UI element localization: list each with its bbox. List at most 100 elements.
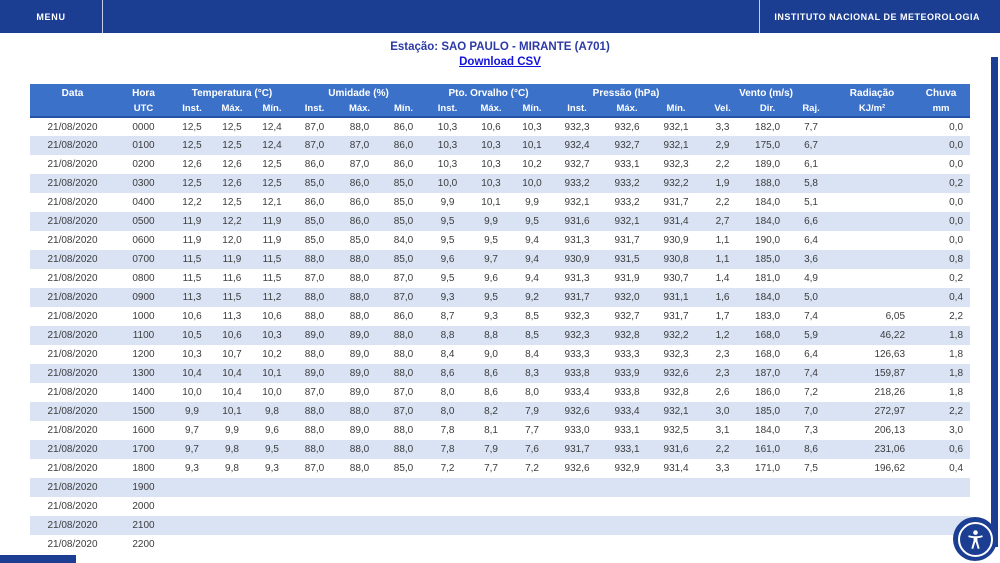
table-cell (652, 478, 700, 497)
table-cell: 10,3 (481, 140, 501, 151)
table-cell: 9,6 (484, 273, 498, 284)
column-sub-header: Mín. (382, 103, 426, 117)
table-cell (790, 516, 832, 535)
table-cell: 933,4 (614, 406, 640, 417)
table-cell: 88,0 (304, 292, 325, 303)
table-cell: 931,7 (614, 235, 640, 246)
table-cell: 0000 (132, 121, 155, 133)
column-group-header: Chuva (912, 84, 971, 103)
table-cell: 2,2 (949, 406, 964, 417)
table-cell: 9,8 (265, 406, 279, 417)
table-cell: 932,1 (663, 121, 689, 133)
table-cell: 87,0 (349, 159, 370, 170)
table-cell (172, 497, 212, 516)
table-cell: 161,0 (755, 444, 781, 455)
table-cell: 11,3 (182, 292, 202, 303)
table-cell: 159,87 (874, 368, 906, 379)
table-cell: 7,9 (525, 406, 539, 417)
table-cell: 85,0 (304, 178, 325, 189)
table-cell (470, 478, 512, 497)
table-cell: 9,6 (440, 254, 455, 265)
table-cell: 87,0 (393, 406, 414, 417)
scrollbar[interactable] (990, 33, 1000, 563)
table-cell (602, 497, 652, 516)
table-cell: 8,0 (440, 387, 455, 398)
table-cell: 21/08/2020 (47, 330, 98, 341)
table-cell: 196,62 (874, 463, 906, 474)
table-cell: 87,0 (393, 292, 414, 303)
table-cell: 88,0 (349, 406, 370, 417)
table-cell: 11,9 (222, 254, 242, 265)
institute-banner[interactable]: INSTITUTO NACIONAL DE METEOROLOGIA (759, 0, 1000, 33)
table-cell: 86,0 (349, 178, 370, 189)
table-cell: 206,13 (874, 425, 906, 436)
table-cell: 21/08/2020 (47, 216, 98, 227)
table-cell: 0600 (132, 235, 155, 246)
scrollbar-thumb[interactable] (991, 57, 998, 547)
table-row: 21/08/2020 1700 9,7 9,8 9,5 88,0 88,0 88,0 7,8 7,… (30, 440, 971, 459)
table-cell: 10,0 (182, 387, 202, 398)
table-cell (172, 535, 212, 554)
table-cell: 21/08/2020 (47, 387, 98, 398)
table-cell: 12,5 (222, 197, 242, 208)
table-cell: 8,4 (440, 349, 455, 360)
table-cell: 8,6 (484, 387, 498, 398)
table-cell (252, 516, 292, 535)
table-cell (832, 231, 912, 250)
table-cell: 933,3 (564, 349, 590, 360)
table-cell: 932,1 (564, 197, 590, 208)
table-cell: 7,0 (804, 406, 818, 417)
table-cell (337, 516, 382, 535)
table-cell: 9,9 (185, 406, 199, 417)
table-cell: 931,7 (564, 292, 590, 303)
table-cell (382, 516, 425, 535)
table-cell (292, 478, 337, 497)
table-cell: 10,6 (222, 330, 242, 341)
table-cell: 932,3 (663, 349, 689, 360)
table-row: 21/08/2020 2000 (30, 497, 970, 516)
table-cell: 12,6 (222, 178, 242, 189)
accessibility-widget-button[interactable] (953, 517, 997, 561)
column-sub-header: Dir. (745, 103, 791, 117)
table-cell (745, 535, 790, 554)
table-cell: 9,8 (225, 444, 239, 455)
table-cell: 931,5 (614, 254, 640, 265)
table-cell: 10,5 (182, 330, 202, 341)
menu-button[interactable]: MENU (0, 0, 103, 33)
table-cell: 10,6 (481, 121, 501, 133)
table-cell: 88,0 (349, 121, 370, 133)
column-sub-header: Inst. (552, 103, 603, 117)
table-cell: 7,3 (804, 425, 818, 436)
table-cell (172, 478, 212, 497)
table-cell: 2,9 (715, 140, 730, 151)
table-cell: 9,5 (484, 235, 498, 246)
column-group-header: Pto. Orvalho (°C) (425, 84, 553, 103)
table-cell: 21/08/2020 (47, 292, 98, 303)
table-cell: 10,3 (522, 121, 542, 133)
column-group-header: Vento (m/s) (700, 84, 833, 103)
table-cell: 12,5 (222, 121, 242, 133)
table-cell: 89,0 (349, 330, 370, 341)
table-cell: 2200 (132, 539, 155, 550)
table-cell: 21/08/2020 (47, 159, 98, 170)
table-cell (832, 136, 912, 155)
table-cell: 1400 (132, 387, 155, 398)
table-row: 21/08/2020 0800 11,5 11,6 11,5 87,0 88,0 87,0 9,… (30, 269, 970, 288)
table-cell (832, 269, 912, 288)
table-cell: 10,1 (522, 140, 542, 151)
table-cell: 0,0 (949, 235, 964, 246)
table-cell: 9,5 (265, 444, 279, 455)
table-cell: 85,0 (304, 216, 325, 227)
table-cell: 84,0 (393, 235, 414, 246)
table-cell: 932,8 (663, 387, 689, 398)
table-cell (832, 174, 912, 193)
table-cell: 931,4 (663, 463, 689, 474)
table-cell: 11,5 (262, 254, 282, 265)
table-cell: 11,5 (222, 292, 242, 303)
table-cell: 21/08/2020 (47, 140, 98, 151)
table-cell: 88,0 (304, 311, 325, 322)
column-sub-header: Inst. (292, 103, 338, 117)
download-csv-link[interactable]: Download CSV (459, 56, 541, 68)
table-cell (425, 516, 470, 535)
table-cell: 88,0 (349, 444, 370, 455)
